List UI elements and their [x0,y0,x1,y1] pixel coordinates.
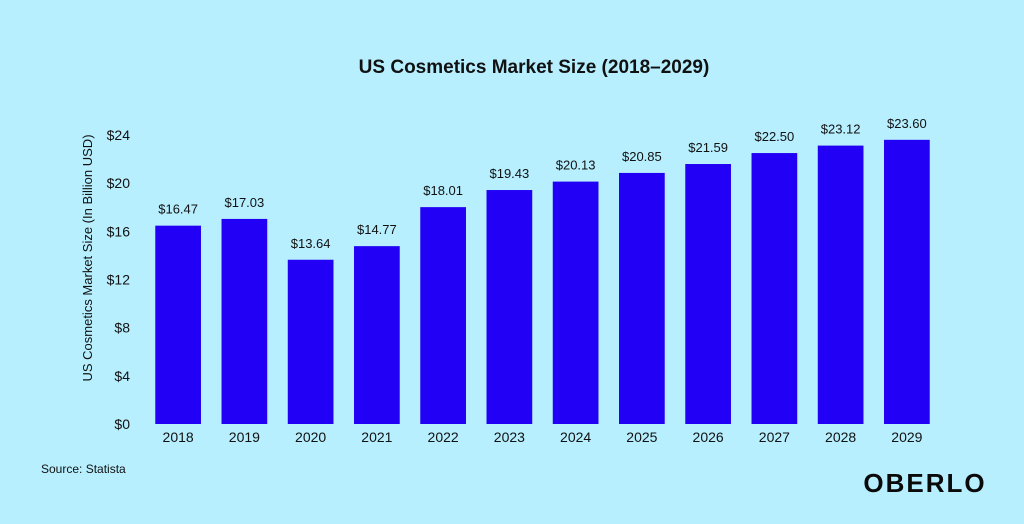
x-tick-label: 2028 [825,429,856,445]
x-tick-label: 2024 [560,429,591,445]
x-tick-label: 2019 [229,429,260,445]
y-tick-label: $0 [114,416,130,432]
bars-group [155,139,930,425]
bar-2023 [486,190,533,424]
bar-2029 [884,139,930,425]
bar-2019 [221,218,268,424]
x-tick-label: 2023 [494,429,525,445]
data-label: $13.64 [291,236,331,251]
data-label: $18.01 [423,183,463,198]
data-label: $22.50 [754,129,794,144]
x-tick-label: 2027 [759,429,790,445]
source-note: Source: Statista [41,462,126,476]
x-axis-ticks: 2018 2019 2020 2021 2022 2023 2024 2025 2026 2027… [163,429,923,445]
oberlo-logo: OBERLO [863,468,986,498]
data-labels-group: $16.47 $17.03 $13.64 $14.77 $18.01 $19.43 $20.… [158,116,927,251]
x-tick-label: 2021 [361,429,392,445]
bar-2020 [287,259,334,424]
chart-title: US Cosmetics Market Size (2018–2029) [359,57,710,78]
data-label: $17.03 [224,195,264,210]
bar-2025 [619,172,665,424]
x-tick-label: 2029 [891,429,922,445]
x-tick-label: 2025 [626,429,657,445]
data-label: $23.60 [887,116,927,131]
bar-2022 [420,207,466,424]
bar-2028 [817,145,864,424]
x-tick-label: 2026 [693,429,724,445]
data-label: $16.47 [158,202,198,217]
x-tick-label: 2022 [428,429,459,445]
data-label: $21.59 [688,140,728,155]
data-label: $19.43 [489,166,529,181]
data-label: $23.12 [821,122,861,137]
y-tick-label: $24 [107,127,131,143]
y-tick-label: $8 [114,320,130,336]
y-axis-label: US Cosmetics Market Size (In Billion USD… [80,134,95,381]
bar-2024 [552,181,599,424]
x-tick-label: 2018 [163,429,194,445]
y-tick-label: $4 [114,368,130,384]
data-label: $20.13 [556,158,596,173]
y-axis-ticks: $0 $4 $8 $12 $16 $20 $24 [107,127,131,432]
y-tick-label: $16 [107,223,131,239]
bar-2026 [685,164,731,424]
bar-2018 [155,225,201,424]
data-label: $14.77 [357,222,397,237]
y-tick-label: $20 [107,175,131,191]
x-tick-label: 2020 [295,429,326,445]
bar-2027 [751,153,798,424]
data-label: $20.85 [622,149,662,164]
bar-2021 [354,246,400,424]
y-tick-label: $12 [107,272,131,288]
